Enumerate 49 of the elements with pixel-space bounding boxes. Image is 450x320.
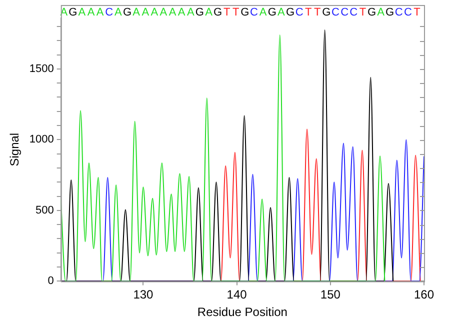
annotation: A [205, 6, 214, 19]
annotation: A [278, 6, 286, 19]
annotation: A [132, 6, 141, 19]
x-axis-title: Residue Position [197, 305, 288, 320]
y-tick-label: 500 [36, 204, 54, 216]
y-tick-label: 1000 [29, 134, 54, 146]
annotation: G [322, 6, 331, 19]
annotation: C [394, 6, 403, 19]
x-tick-label: 140 [226, 288, 248, 302]
annotation: C [332, 6, 340, 19]
annotation: T [223, 6, 230, 19]
annotation: T [232, 6, 240, 19]
y-tick-label: 0 [48, 275, 54, 288]
annotation: G [122, 6, 132, 19]
annotation: A [178, 6, 186, 19]
annotation: G [268, 6, 276, 19]
annotation: T [414, 6, 421, 19]
annotation: G [386, 6, 394, 19]
annotation: A [168, 6, 177, 19]
annotation: C [250, 6, 258, 19]
annotation: A [259, 6, 268, 19]
annotation: G [195, 6, 204, 19]
annotation: A [87, 6, 96, 19]
annotation: A [150, 6, 159, 19]
annotation: A [96, 6, 104, 19]
x-tick-label: 130 [133, 288, 154, 302]
annotation: T [314, 6, 322, 19]
annotation: G [367, 6, 376, 19]
annotation: C [295, 6, 304, 19]
annotation: G [286, 6, 295, 19]
annotation: G [214, 6, 222, 19]
annotation: C [340, 6, 349, 19]
annotation: A [377, 6, 386, 19]
y-tick-label: 1500 [29, 62, 54, 75]
annotation: A [186, 6, 195, 19]
annotation: C [350, 6, 358, 19]
annotation: A [78, 6, 86, 19]
annotation: A [160, 6, 168, 19]
annotation: C [105, 6, 114, 19]
annotation: A [114, 6, 123, 19]
x-tick-label: 150 [320, 288, 341, 302]
annotation: G [240, 6, 250, 19]
annotation: A [142, 6, 150, 19]
annotation: T [304, 6, 312, 19]
annotation: C [404, 6, 412, 19]
y-axis-title: Signal [8, 132, 22, 166]
annotation: G [68, 6, 78, 19]
annotation: T [359, 6, 366, 19]
x-tick-label: 160 [414, 288, 434, 302]
